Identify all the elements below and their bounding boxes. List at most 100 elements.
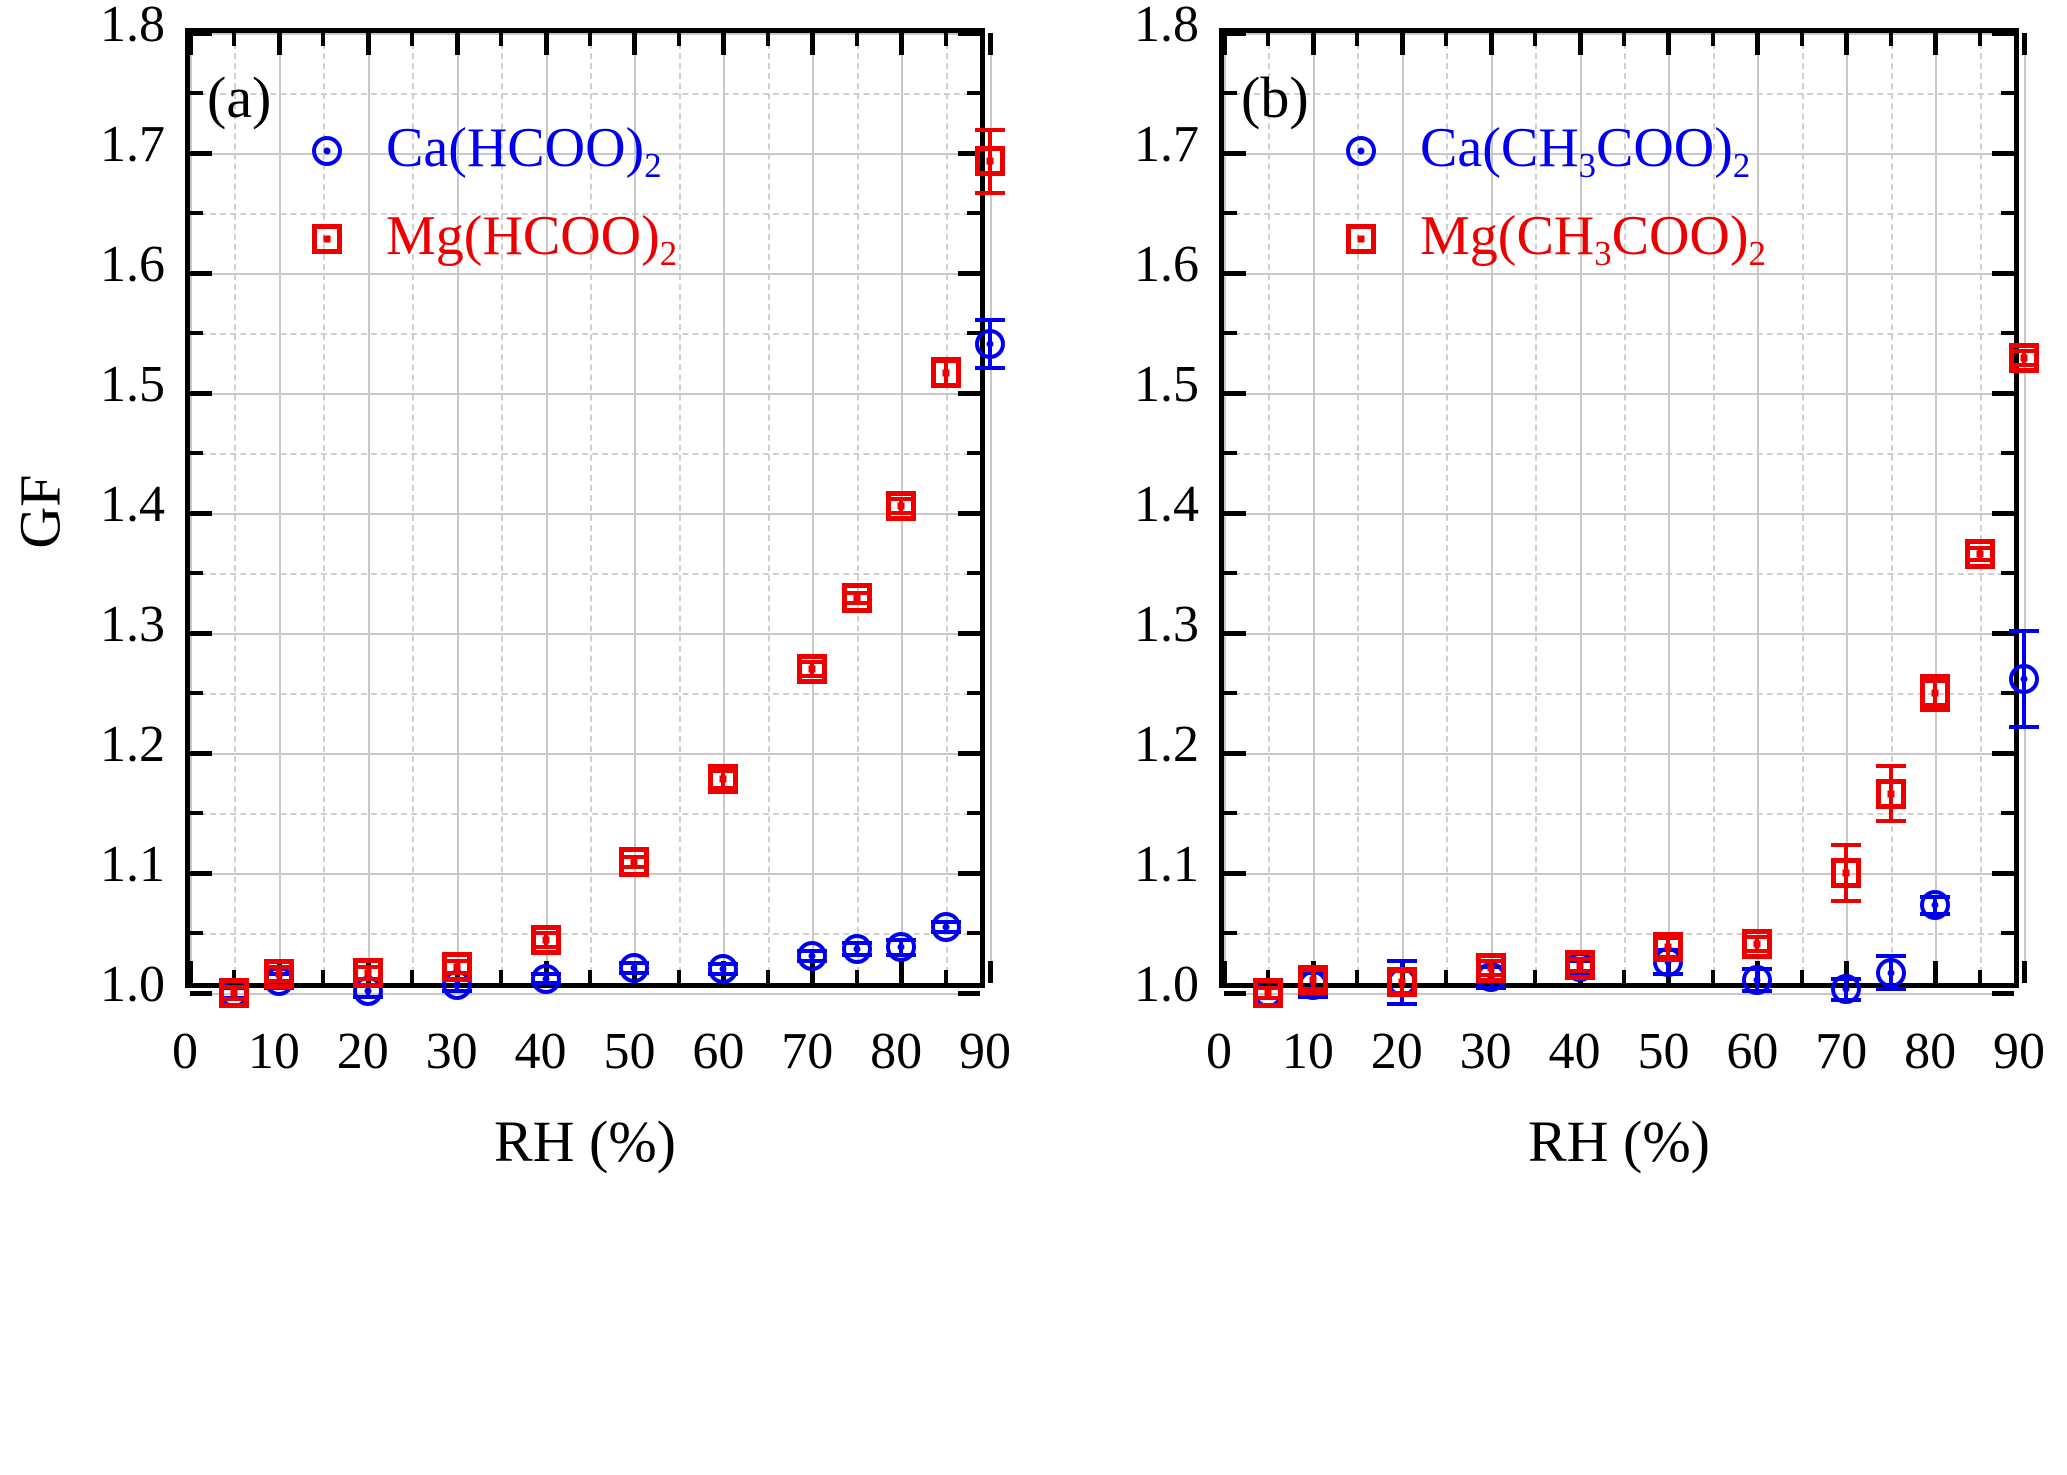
legend-item[interactable]: Mg(CH3COO)2 bbox=[1334, 196, 1766, 284]
data-point-circle bbox=[886, 932, 917, 963]
gridline-horizontal bbox=[1224, 33, 2014, 35]
tick-right bbox=[958, 31, 980, 36]
gridline-vertical-minor bbox=[1801, 33, 1804, 983]
tick-right-minor bbox=[2001, 91, 2014, 95]
tick-right-minor bbox=[2001, 931, 2014, 935]
gridline-horizontal bbox=[1224, 513, 2014, 515]
gridline-vertical bbox=[545, 33, 548, 983]
tick-right bbox=[958, 631, 980, 636]
legend-item[interactable]: Ca(CH3COO)2 bbox=[1334, 108, 1766, 196]
gridline-horizontal-minor bbox=[1224, 333, 2014, 335]
x-axis-title: RH (%) bbox=[1527, 1109, 1710, 1174]
y-tick-label: 1.1 bbox=[100, 836, 165, 893]
tick-left-minor bbox=[1224, 931, 1237, 935]
x-tick-label: 10 bbox=[247, 1023, 300, 1080]
gridline-vertical bbox=[1668, 33, 1671, 983]
gridline-vertical bbox=[1757, 33, 1760, 983]
data-point-square bbox=[219, 978, 250, 1008]
tick-bottom bbox=[988, 961, 993, 983]
tick-top bbox=[1577, 33, 1583, 55]
tick-left-minor bbox=[1224, 451, 1237, 455]
gridline-vertical bbox=[2024, 33, 2026, 983]
tick-top-minor bbox=[1266, 33, 1271, 46]
legend-label: Mg(CH3COO)2 bbox=[1420, 205, 1766, 274]
gridline-vertical bbox=[990, 33, 992, 983]
tick-right bbox=[1992, 31, 2014, 36]
error-bar-cap bbox=[2009, 628, 2039, 633]
tick-left bbox=[1224, 31, 1246, 36]
error-bar-cap bbox=[1920, 707, 1951, 712]
gridline-vertical-minor bbox=[856, 33, 859, 983]
tick-left-minor bbox=[1224, 691, 1237, 695]
x-tick-label: 50 bbox=[603, 1023, 656, 1080]
x-tick-label: 0 bbox=[172, 1023, 198, 1080]
gridline-vertical-minor bbox=[1446, 33, 1449, 983]
data-point-square bbox=[2009, 343, 2039, 374]
gridline-horizontal-minor bbox=[190, 693, 980, 695]
error-bar-cap bbox=[1875, 953, 1906, 958]
gridline-horizontal-minor bbox=[190, 933, 980, 935]
gridline-horizontal bbox=[190, 273, 980, 275]
gridline-vertical bbox=[1224, 33, 1226, 983]
tick-top bbox=[721, 33, 727, 55]
x-tick-label: 70 bbox=[1815, 1023, 1868, 1080]
gridline-horizontal bbox=[1224, 753, 2014, 755]
gridline-vertical-minor bbox=[1979, 33, 1982, 983]
tick-right-minor bbox=[2001, 571, 2014, 575]
x-tick-label: 40 bbox=[1548, 1023, 1601, 1080]
y-tick-label: 1.1 bbox=[1134, 836, 1199, 893]
tick-right-minor bbox=[967, 691, 980, 695]
tick-right-minor bbox=[2001, 451, 2014, 455]
tick-top-minor bbox=[588, 33, 592, 46]
error-bar-cap bbox=[975, 365, 1005, 370]
x-tick-label: 80 bbox=[870, 1023, 923, 1080]
tick-left bbox=[190, 511, 212, 516]
legend-item[interactable]: Ca(HCOO)2 bbox=[300, 108, 677, 196]
legend-label: Mg(HCOO)2 bbox=[386, 205, 678, 274]
data-point-circle bbox=[1831, 974, 1862, 1005]
gridline-horizontal bbox=[1224, 993, 2014, 995]
legend-item[interactable]: Mg(HCOO)2 bbox=[300, 196, 677, 284]
plot-frame bbox=[185, 28, 1005, 1008]
x-tick-label: 80 bbox=[1904, 1023, 1957, 1080]
tick-left-minor bbox=[190, 691, 203, 695]
legend: Ca(HCOO)2 Mg(HCOO)2 bbox=[300, 108, 677, 284]
legend-circle-icon bbox=[300, 122, 360, 182]
error-bar-cap bbox=[1875, 987, 1906, 992]
tick-right bbox=[958, 751, 980, 756]
gridline-vertical-minor bbox=[678, 33, 681, 983]
gridline-vertical bbox=[1579, 33, 1582, 983]
tick-right bbox=[958, 991, 980, 996]
data-point-square bbox=[1742, 928, 1773, 959]
tick-top-minor bbox=[1444, 33, 1449, 46]
y-tick-label: 1.3 bbox=[100, 596, 165, 653]
data-point-circle bbox=[2009, 663, 2039, 694]
gridline-vertical-minor bbox=[1890, 33, 1893, 983]
tick-top-minor bbox=[410, 33, 415, 46]
gridline-vertical bbox=[367, 33, 370, 983]
gridline-horizontal bbox=[1224, 873, 2014, 875]
data-point-square bbox=[1831, 858, 1862, 888]
gridline-vertical-minor bbox=[590, 33, 592, 983]
tick-left bbox=[190, 991, 212, 996]
data-point-square bbox=[1964, 538, 1995, 569]
tick-bottom bbox=[188, 961, 193, 983]
legend-square-icon bbox=[1334, 210, 1394, 270]
tick-bottom bbox=[810, 961, 816, 983]
gridline-horizontal bbox=[1224, 393, 2014, 395]
tick-top-minor bbox=[232, 33, 237, 46]
data-point-square bbox=[930, 357, 961, 388]
data-point-square bbox=[263, 958, 294, 989]
tick-bottom-minor bbox=[410, 970, 415, 983]
tick-bottom-minor bbox=[499, 970, 504, 983]
gridline-horizontal bbox=[190, 33, 980, 35]
gridline-vertical-minor bbox=[767, 33, 770, 983]
tick-top-minor bbox=[1977, 33, 1982, 46]
tick-top-minor bbox=[676, 33, 681, 46]
gridline-vertical bbox=[634, 33, 637, 983]
x-tick-label: 30 bbox=[425, 1023, 478, 1080]
error-bar-cap bbox=[1875, 764, 1906, 769]
x-tick-label: 90 bbox=[1993, 1023, 2045, 1080]
y-tick-label: 1.8 bbox=[1134, 0, 1199, 53]
legend-circle-icon bbox=[1334, 122, 1394, 182]
